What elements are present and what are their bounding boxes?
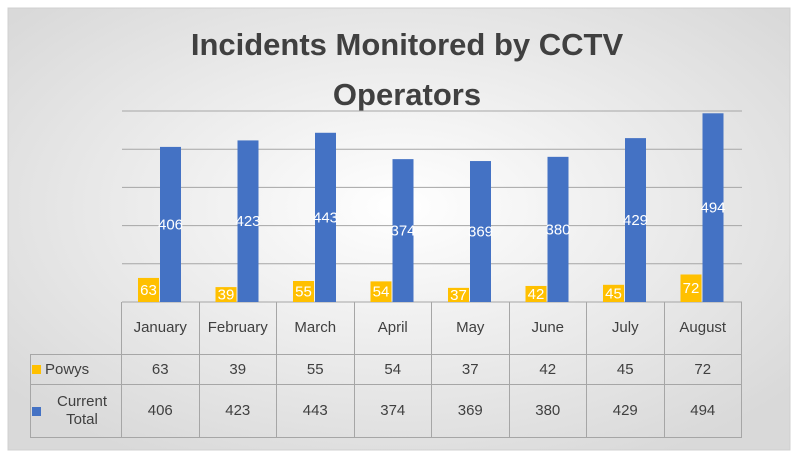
- table-value: 406: [122, 385, 200, 438]
- category-label: February: [199, 302, 277, 355]
- table-value-text: 55: [306, 360, 324, 378]
- category-label: April: [354, 302, 432, 355]
- table-value-text: 37: [461, 360, 479, 378]
- data-label: 380: [545, 221, 570, 238]
- table-border: [30, 354, 122, 355]
- data-label: 72: [683, 280, 700, 297]
- category-label-text: August: [679, 319, 727, 336]
- table-value: 54: [354, 355, 432, 385]
- data-label: 63: [140, 282, 157, 299]
- legend-entry-text: Current Total: [56, 393, 108, 428]
- legend-entry: Current Total: [30, 385, 122, 438]
- bar: [448, 287, 469, 302]
- title-box: Incidents Monitored by CCTV Operators: [190, 27, 624, 112]
- table-border: [30, 355, 31, 438]
- data-label: 423: [235, 213, 260, 230]
- legend-key: [32, 365, 41, 374]
- table-value: 72: [664, 355, 742, 385]
- category-label: August: [664, 302, 742, 355]
- table-value: 369: [432, 385, 510, 438]
- category-label-text: June: [531, 319, 565, 336]
- table-value-text: 42: [539, 360, 557, 378]
- data-label: 374: [390, 223, 415, 240]
- bar: [625, 138, 646, 302]
- table-value-text: 39: [229, 360, 247, 378]
- bar: [702, 113, 724, 303]
- table-value: 429: [587, 385, 665, 438]
- data-label: 406: [158, 216, 183, 233]
- table-value-text: 369: [457, 402, 483, 419]
- bar: [237, 140, 259, 302]
- table-value: 443: [277, 385, 355, 438]
- data-label: 39: [218, 287, 235, 304]
- data-label: 494: [700, 200, 725, 217]
- table-value-text: 45: [616, 360, 634, 378]
- table-value-text: 374: [380, 402, 406, 419]
- category-label: March: [277, 302, 355, 355]
- bar: [392, 159, 414, 302]
- table-value-text: 443: [302, 402, 328, 419]
- table-value-text: 380: [535, 402, 561, 419]
- table-value: 63: [122, 355, 200, 385]
- legend-entry-text: Powys: [45, 360, 90, 378]
- table-value-text: 429: [612, 402, 638, 419]
- data-label: 429: [623, 212, 648, 229]
- data-label: 369: [468, 224, 493, 241]
- bar: [293, 280, 314, 302]
- chart-title: Incidents Monitored by CCTV Operators: [190, 27, 624, 112]
- legend-entry: Powys: [30, 355, 122, 385]
- table-value: 55: [277, 355, 355, 385]
- category-label: July: [587, 302, 665, 355]
- category-label-text: January: [133, 319, 187, 336]
- table-value: 374: [354, 385, 432, 438]
- table-value-text: 423: [225, 402, 251, 419]
- category-label-text: March: [294, 319, 337, 336]
- table-value: 380: [509, 385, 587, 438]
- data-label: 443: [313, 209, 338, 226]
- legend-key: [32, 406, 41, 416]
- bar: [138, 277, 159, 302]
- category-label: June: [509, 302, 587, 355]
- table-value: 45: [587, 355, 665, 385]
- bar: [680, 274, 702, 302]
- table-value-text: 54: [384, 360, 402, 378]
- bar: [215, 287, 237, 302]
- category-label-text: July: [611, 319, 639, 336]
- bar: [470, 161, 491, 302]
- table-value-text: 494: [690, 402, 716, 419]
- table-value: 423: [199, 385, 277, 438]
- data-label: 45: [605, 285, 622, 302]
- bar: [315, 132, 336, 302]
- bar: [525, 285, 547, 302]
- data-label: 37: [450, 287, 467, 304]
- category-label-text: February: [207, 319, 268, 336]
- data-label: 55: [295, 283, 312, 300]
- data-label: 42: [528, 286, 545, 303]
- category-label: January: [122, 302, 200, 355]
- data-label: 54: [373, 284, 390, 301]
- bar: [547, 156, 569, 302]
- table-value-text: 406: [147, 402, 173, 419]
- table-value-text: 72: [694, 360, 712, 378]
- bar: [603, 284, 624, 302]
- category-label: May: [432, 302, 510, 355]
- table-value: 37: [432, 355, 510, 385]
- table-value: 42: [509, 355, 587, 385]
- table-border: [121, 302, 122, 355]
- bar: [370, 281, 392, 302]
- table-value: 494: [664, 385, 742, 438]
- bar: [160, 146, 181, 302]
- category-label-text: May: [456, 319, 485, 336]
- category-label-text: April: [377, 319, 408, 336]
- table-value: 39: [199, 355, 277, 385]
- table-value-text: 63: [151, 360, 169, 378]
